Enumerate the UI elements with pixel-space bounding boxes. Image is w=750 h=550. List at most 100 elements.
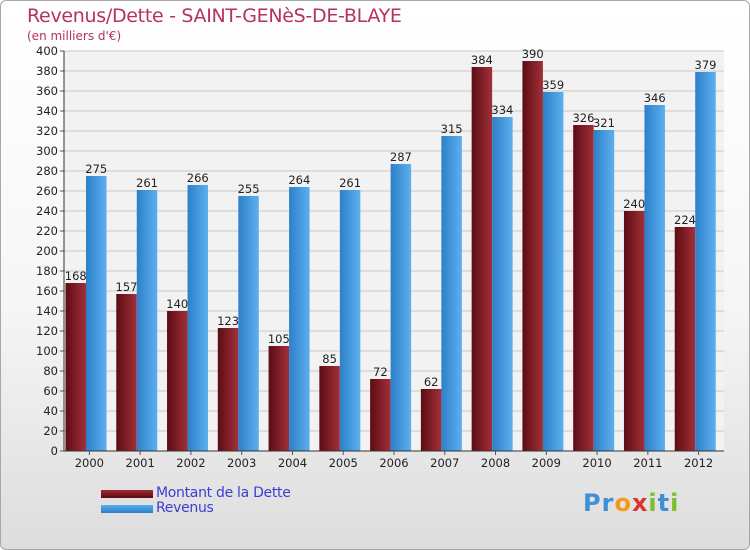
y-tick-label: 80 [43,364,58,378]
x-tick-label: 2012 [684,456,713,470]
y-tick-label: 400 [36,44,58,58]
bar-revenus [542,92,564,451]
y-tick-label: 260 [36,184,58,198]
x-tick-label: 2007 [430,456,459,470]
y-tick-label: 140 [36,304,58,318]
y-tick-label: 360 [36,84,58,98]
data-label-dette: 168 [65,269,87,283]
logo-letter: r [601,489,615,517]
bar-revenus [441,136,462,451]
data-label-revenus: 379 [695,58,717,72]
bar-dette [420,389,442,451]
data-label-dette: 85 [322,352,337,366]
data-label-dette: 240 [623,197,645,211]
y-tick-label: 300 [36,144,58,158]
data-label-dette: 224 [674,213,696,227]
data-label-dette: 72 [373,365,388,379]
data-label-revenus: 346 [644,91,666,105]
y-tick-label: 220 [36,224,58,238]
y-tick-label: 160 [36,284,58,298]
data-label-dette: 105 [268,332,290,346]
bar-dette [65,283,86,451]
chart-title: Revenus/Dette - SAINT-GENèS-DE-BLAYE [27,5,402,27]
y-tick-label: 200 [36,244,58,258]
y-tick-label: 280 [36,164,58,178]
data-label-dette: 62 [424,375,439,389]
y-tick-label: 20 [43,424,58,438]
y-tick-label: 380 [36,64,58,78]
proxiti-logo: Proxiti [583,489,679,517]
y-tick-label: 340 [36,104,58,118]
legend-swatch-revenus [101,505,153,513]
bar-dette [167,311,188,451]
bar-revenus [644,105,665,451]
bar-revenus [593,130,615,451]
legend-swatch-dette [101,490,153,498]
data-label-revenus: 266 [187,171,209,185]
bar-revenus [136,190,158,451]
x-tick-label: 2000 [75,456,104,470]
data-label-revenus: 334 [491,103,513,117]
x-tick-label: 2001 [126,456,155,470]
data-label-revenus: 261 [339,176,361,190]
logo-letter: i [648,489,658,517]
x-tick-label: 2009 [532,456,561,470]
y-tick-label: 60 [43,384,58,398]
x-tick-label: 2010 [582,456,611,470]
bar-revenus [238,196,259,451]
data-label-revenus: 359 [542,78,564,92]
y-tick-label: 40 [43,404,58,418]
bar-revenus [187,185,209,451]
bar-dette [471,67,493,451]
data-label-dette: 390 [522,47,544,61]
data-label-revenus: 315 [441,122,463,136]
logo-letter: o [614,489,632,517]
logo-letter: i [670,489,680,517]
data-label-revenus: 287 [390,150,412,164]
bar-revenus [695,72,716,451]
data-label-dette: 326 [572,111,594,125]
x-tick-label: 2005 [329,456,358,470]
y-tick-label: 0 [51,444,58,458]
x-tick-label: 2003 [227,456,256,470]
y-tick-label: 320 [36,124,58,138]
x-tick-label: 2011 [633,456,662,470]
data-label-dette: 140 [166,297,188,311]
x-tick-label: 2006 [379,456,408,470]
y-tick-label: 180 [36,264,58,278]
bar-revenus [86,176,107,451]
data-label-revenus: 321 [593,116,615,130]
x-tick-label: 2002 [176,456,205,470]
bar-dette [674,227,696,451]
y-tick-label: 100 [36,344,58,358]
data-label-revenus: 264 [288,173,310,187]
y-tick-label: 120 [36,324,58,338]
logo-letter: t [657,489,671,517]
logo-letter: P [583,489,602,517]
bar-dette [522,61,543,451]
y-tick-label: 240 [36,204,58,218]
logo-letter: x [631,489,649,517]
legend-label-revenus: Revenus [156,500,214,516]
bar-revenus [492,117,513,451]
bar-revenus [339,190,361,451]
bar-revenus [390,164,412,451]
bar-dette [319,366,340,451]
bar-dette [370,379,391,451]
data-label-dette: 384 [471,53,493,67]
data-label-revenus: 255 [238,182,260,196]
data-label-dette: 157 [116,280,138,294]
data-label-dette: 123 [217,314,239,328]
bar-dette [116,294,137,451]
bar-revenus [289,187,310,451]
bar-dette [573,125,594,451]
bar-dette [268,346,290,451]
chart-subtitle: (en milliers d'€) [27,29,122,43]
bar-dette [217,328,239,451]
data-label-revenus: 275 [85,162,107,176]
legend-label-dette: Montant de la Dette [156,485,291,501]
bar-dette [623,211,645,451]
x-tick-label: 2008 [481,456,510,470]
